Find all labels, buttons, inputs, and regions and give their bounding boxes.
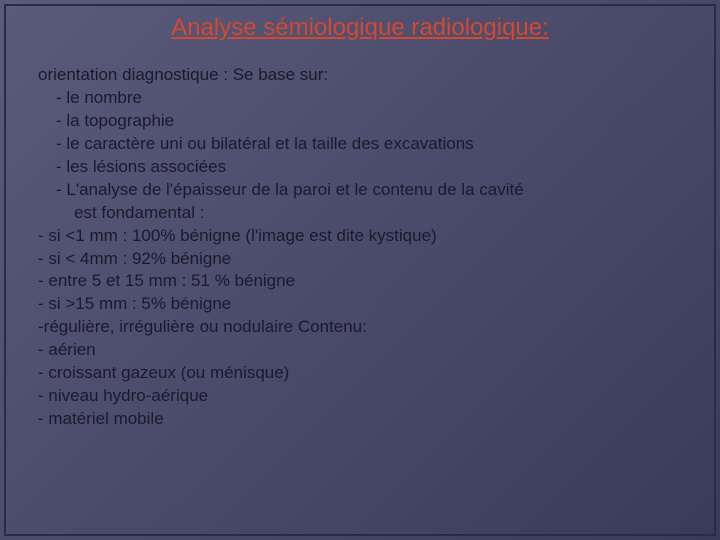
bullet-lesions: - les lésions associées xyxy=(38,156,682,179)
slide-title: Analyse sémiologique radiologique: xyxy=(38,14,682,42)
bullet-topographie: - la topographie xyxy=(38,110,682,133)
bullet-nombre: - le nombre xyxy=(38,87,682,110)
slide-content: Analyse sémiologique radiologique: orien… xyxy=(0,0,720,451)
bullet-4mm: - si < 4mm : 92% bénigne xyxy=(38,248,682,271)
bullet-caractere: - le caractère uni ou bilatéral et la ta… xyxy=(38,133,682,156)
bullet-niveau: - niveau hydro-aérique xyxy=(38,385,682,408)
bullet-reguliere: -régulière, irrégulière ou nodulaire Con… xyxy=(38,316,682,339)
bullet-materiel: - matériel mobile xyxy=(38,408,682,431)
bullet-1mm: - si <1 mm : 100% bénigne (l'image est d… xyxy=(38,225,682,248)
bullet-5-15mm: - entre 5 et 15 mm : 51 % bénigne xyxy=(38,270,682,293)
body-text: orientation diagnostique : Se base sur: … xyxy=(38,64,682,431)
bullet-analyse: - L'analyse de l'épaisseur de la paroi e… xyxy=(38,179,682,202)
bullet-croissant: - croissant gazeux (ou ménisque) xyxy=(38,362,682,385)
bullet-15mm: - si >15 mm : 5% bénigne xyxy=(38,293,682,316)
bullet-analyse-cont: est fondamental : xyxy=(38,202,682,225)
bullet-aerien: - aérien xyxy=(38,339,682,362)
intro-line: orientation diagnostique : Se base sur: xyxy=(38,64,682,87)
